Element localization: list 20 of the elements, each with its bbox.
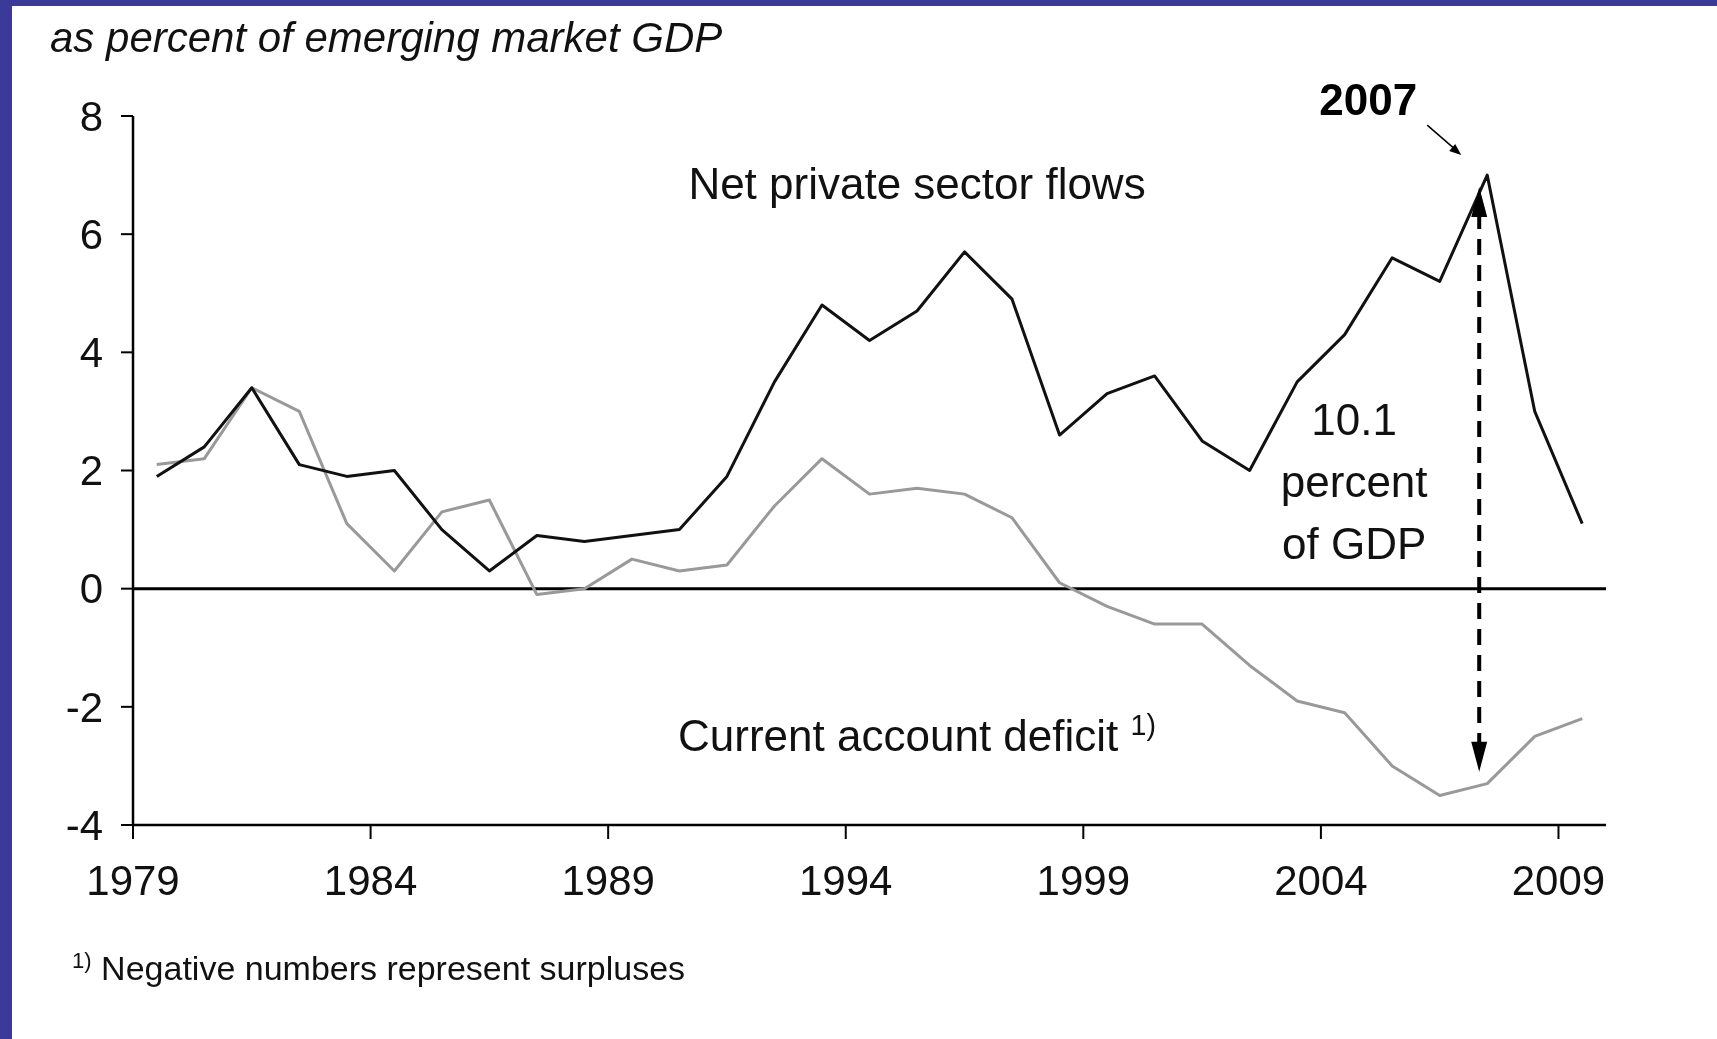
x-tick-label: 1984 (323, 857, 418, 904)
annotation: 2007 (1319, 75, 1418, 125)
chart-title: as percent of emerging market GDP (50, 14, 723, 61)
x-tick-label: 1994 (799, 857, 893, 904)
y-tick-label: 8 (79, 92, 103, 140)
text: $^{1)}$ Negative numbers represent surpluses (72, 947, 686, 987)
y-tick-label: -4 (65, 801, 103, 849)
x-tick-label: 2009 (1511, 857, 1606, 904)
x-tick-label: 1979 (86, 857, 180, 904)
x-tick-label: 1999 (1036, 857, 1131, 904)
series-label: Net private sector flows (688, 158, 1146, 208)
y-tick-label: 0 (79, 565, 103, 613)
annotation: 10.1 percent of GDP (1280, 395, 1428, 569)
y-tick-label: -2 (65, 683, 103, 731)
x-tick-label: 1989 (561, 857, 655, 904)
y-tick-label: 2 (79, 447, 103, 495)
series-label: Current account deficit $^{1)}$ (678, 709, 1156, 761)
y-tick-label: 4 (79, 329, 103, 377)
y-tick-label: 6 (79, 210, 103, 258)
x-tick-label: 2004 (1274, 857, 1368, 904)
